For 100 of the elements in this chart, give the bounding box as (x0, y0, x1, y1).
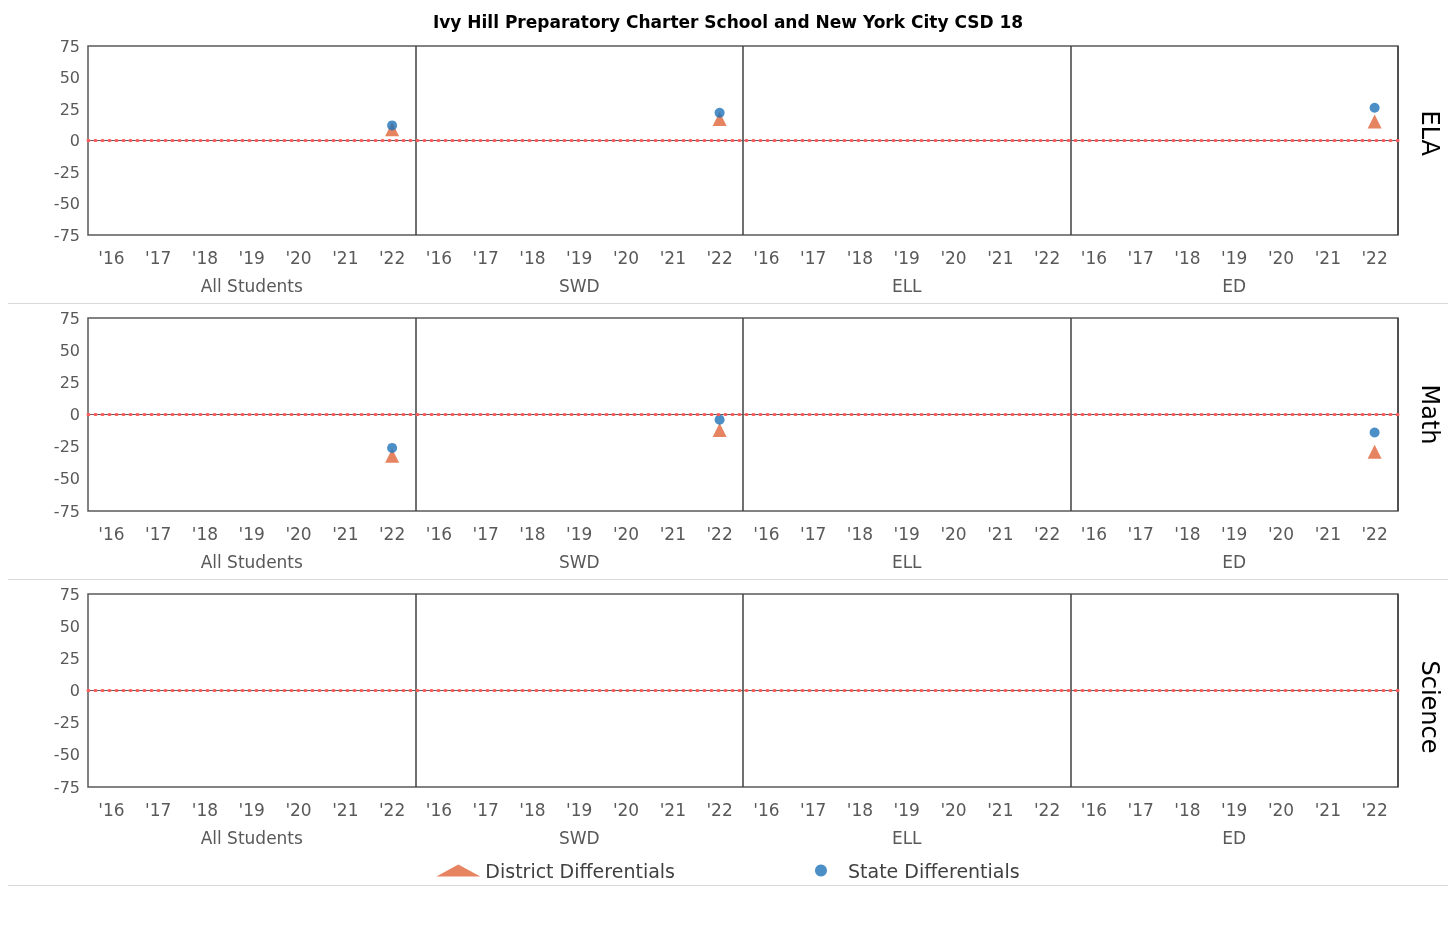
x-tick-label: '16 (98, 523, 125, 544)
x-tick-label: '17 (800, 247, 827, 268)
x-tick-label: '18 (519, 799, 546, 820)
x-tick-label: '18 (1174, 799, 1201, 820)
y-tick-label: 75 (59, 584, 80, 604)
x-tick-label: '17 (1127, 247, 1154, 268)
x-tick-label: '19 (238, 799, 265, 820)
x-tick-label: '18 (1174, 247, 1201, 268)
x-tick-label: '19 (238, 523, 265, 544)
text: SWD (558, 275, 600, 296)
y-tick-label: 0 (69, 681, 80, 700)
x-tick-label: '16 (753, 523, 780, 544)
x-tick-label: '20 (612, 247, 640, 268)
x-tick-label: '17 (1127, 523, 1154, 544)
x-tick-label: '19 (1221, 523, 1248, 544)
x-tick-label: '17 (145, 247, 172, 268)
x-tick-label: '18 (191, 799, 219, 820)
x-tick-label: '22 (1033, 523, 1061, 544)
point (714, 414, 725, 425)
x-tick-label: '21 (659, 799, 686, 820)
x-tick-label: '22 (1033, 799, 1061, 820)
y-tick-label: 0 (69, 405, 80, 424)
y-tick-label: -50 (53, 469, 80, 489)
text: ELL (891, 827, 923, 848)
x-tick-label: '16 (98, 247, 125, 268)
y-axis-title: Math (1416, 384, 1444, 445)
x-tick-label: '17 (472, 523, 499, 544)
y-tick-label: 50 (59, 340, 80, 360)
x-tick-label: '18 (846, 523, 874, 544)
x-tick-label: '17 (145, 799, 172, 820)
y-tick-label: -50 (53, 194, 80, 213)
text: ED (1222, 551, 1247, 572)
y-tick-label: 25 (59, 372, 80, 392)
x-tick-label: '17 (145, 523, 172, 544)
y-tick-label: 50 (59, 68, 80, 87)
point (1369, 102, 1380, 113)
x-tick-label: '20 (612, 523, 640, 544)
y-tick-label: 25 (59, 99, 80, 119)
y-axis-title: Science (1416, 660, 1444, 754)
y-tick-label: -75 (53, 225, 80, 245)
x-tick-label: '17 (472, 799, 499, 820)
x-tick-label: '20 (940, 247, 967, 268)
point (387, 442, 398, 453)
x-tick-label: '21 (1314, 247, 1341, 268)
point (1367, 114, 1382, 129)
x-tick-label: '20 (1267, 799, 1295, 820)
x-tick-label: '16 (753, 799, 780, 820)
x-tick-label: '20 (940, 799, 967, 820)
x-tick-label: '19 (893, 523, 920, 544)
point (1369, 427, 1380, 438)
x-tick-label: '22 (1361, 523, 1388, 544)
y-tick-label: -75 (53, 501, 80, 521)
x-tick-label: '22 (706, 523, 733, 544)
x-tick-label: '17 (1127, 799, 1154, 820)
x-tick-label: '22 (378, 247, 406, 268)
x-tick-label: '16 (425, 523, 453, 544)
x-tick-label: '16 (1080, 247, 1108, 268)
text: ED (1222, 827, 1247, 848)
x-tick-label: '21 (659, 247, 686, 268)
x-tick-label: '18 (191, 523, 219, 544)
text: ELL (891, 551, 923, 572)
x-tick-label: '18 (519, 523, 546, 544)
y-tick-label: 75 (59, 36, 80, 56)
x-tick-label: '16 (98, 799, 125, 820)
text: ED (1222, 275, 1247, 296)
x-tick-label: '21 (659, 523, 686, 544)
text: All Students (200, 551, 304, 572)
point (387, 120, 398, 131)
x-tick-label: '17 (800, 523, 827, 544)
x-tick-label: '22 (1033, 247, 1061, 268)
y-tick-label: 50 (59, 616, 80, 636)
y-tick-label: -75 (53, 777, 80, 797)
legend-label: State Differentials (847, 859, 1020, 882)
x-tick-label: '20 (285, 523, 312, 544)
x-tick-label: '20 (285, 799, 312, 820)
point (714, 107, 725, 118)
chart-title: Ivy Hill Preparatory Charter School and New York City CSD 18 (432, 11, 1024, 32)
x-tick-label: '19 (1221, 247, 1248, 268)
y-tick-label: 25 (59, 648, 80, 668)
x-tick-label: '16 (1080, 799, 1108, 820)
x-tick-label: '21 (987, 799, 1014, 820)
text: All Students (200, 275, 304, 296)
y-tick-label: -25 (53, 162, 80, 182)
x-tick-label: '21 (332, 799, 359, 820)
x-tick-label: '22 (378, 799, 406, 820)
x-tick-label: '19 (566, 523, 593, 544)
x-tick-label: '18 (519, 247, 546, 268)
y-tick-label: -50 (53, 745, 80, 765)
x-tick-label: '19 (1221, 799, 1248, 820)
x-tick-label: '20 (1267, 523, 1295, 544)
x-tick-label: '21 (987, 523, 1014, 544)
legend-label: District Differentials (485, 859, 675, 882)
x-tick-label: '21 (332, 523, 359, 544)
x-tick-label: '22 (706, 799, 733, 820)
x-tick-label: '22 (706, 247, 733, 268)
text: ELL (891, 275, 923, 296)
y-axis-title: ELA (1416, 110, 1444, 157)
x-tick-label: '22 (1361, 799, 1388, 820)
text: SWD (558, 827, 600, 848)
x-tick-label: '18 (1174, 523, 1201, 544)
